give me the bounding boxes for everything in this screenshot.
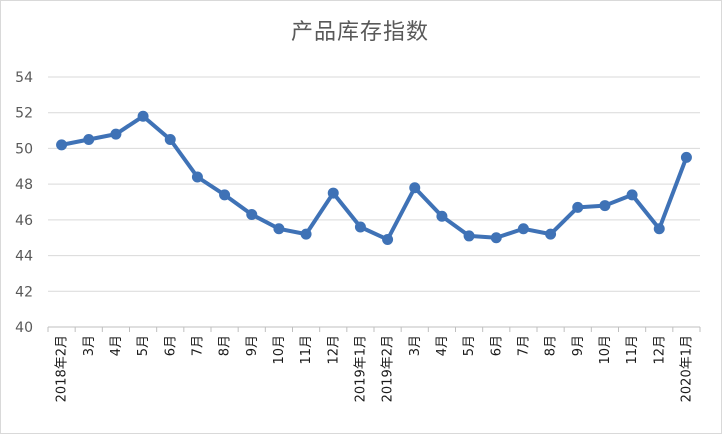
x-tick-label: 8月 bbox=[544, 335, 559, 356]
x-tick-label: 9月 bbox=[571, 335, 586, 356]
x-tick-label: 2019年1月 bbox=[353, 335, 368, 402]
data-point bbox=[653, 223, 665, 235]
data-point bbox=[409, 182, 421, 194]
data-point bbox=[300, 228, 312, 240]
x-tick-label: 2018年2月 bbox=[55, 335, 70, 402]
series-line-group bbox=[59, 114, 689, 242]
data-point bbox=[191, 171, 203, 183]
y-tick-label: 42 bbox=[15, 284, 33, 300]
x-tick-label: 4月 bbox=[435, 335, 450, 356]
x-tick-label: 7月 bbox=[190, 335, 205, 356]
x-tick-label: 3月 bbox=[408, 335, 423, 356]
chart-title: 产品库存指数 bbox=[290, 20, 429, 45]
data-point bbox=[273, 223, 285, 235]
series-points bbox=[56, 110, 692, 245]
data-point bbox=[56, 139, 68, 151]
data-point bbox=[137, 110, 149, 122]
data-point bbox=[599, 200, 611, 212]
data-point bbox=[219, 189, 231, 201]
x-tick-label: 5月 bbox=[136, 335, 151, 356]
data-point bbox=[463, 230, 475, 242]
y-tick-label: 50 bbox=[15, 141, 33, 157]
data-point bbox=[83, 134, 95, 145]
x-axis bbox=[47, 326, 701, 332]
data-point bbox=[164, 134, 176, 145]
x-tick-label: 10月 bbox=[272, 335, 287, 365]
data-point bbox=[545, 228, 557, 240]
y-tick-label: 46 bbox=[15, 213, 33, 229]
data-point bbox=[626, 189, 638, 201]
data-point bbox=[110, 128, 122, 140]
x-tick-label: 11月 bbox=[625, 335, 640, 365]
x-tick-label: 12月 bbox=[326, 335, 341, 365]
x-tick-label: 2020年1月 bbox=[679, 335, 694, 402]
data-point bbox=[436, 210, 448, 222]
x-tick-label: 6月 bbox=[163, 335, 178, 356]
x-tick-label: 11月 bbox=[299, 335, 314, 365]
x-tick-label: 6月 bbox=[489, 335, 504, 356]
x-tick-label: 4月 bbox=[109, 335, 124, 356]
y-tick-label: 52 bbox=[15, 106, 33, 122]
series-line bbox=[59, 114, 689, 242]
data-point bbox=[517, 223, 529, 235]
x-tick-label: 5月 bbox=[462, 335, 477, 356]
x-axis-ticks: 2018年2月 3月 4月 5月 6月 7月 8月 9月 10月 11月 12月 2019年1月 201… bbox=[55, 335, 695, 402]
x-tick-label: 2019年2月 bbox=[381, 335, 396, 402]
x-tick-label: 12月 bbox=[652, 335, 667, 365]
data-point bbox=[490, 232, 502, 244]
data-point bbox=[246, 209, 258, 220]
data-point bbox=[354, 221, 366, 233]
x-tick-label: 3月 bbox=[82, 335, 97, 356]
data-point bbox=[572, 201, 584, 213]
x-tick-label: 9月 bbox=[245, 335, 260, 356]
y-tick-label: 44 bbox=[15, 249, 33, 265]
x-tick-label: 10月 bbox=[598, 335, 613, 365]
y-tick-label: 54 bbox=[15, 70, 33, 86]
grid-lines bbox=[48, 76, 700, 292]
data-point bbox=[680, 151, 692, 163]
data-point bbox=[327, 187, 339, 199]
data-point bbox=[382, 234, 394, 245]
x-tick-label: 7月 bbox=[516, 335, 531, 356]
y-axis-ticks: 40 42 44 46 48 50 52 54 bbox=[15, 70, 33, 336]
y-tick-label: 48 bbox=[15, 177, 33, 193]
y-tick-label: 40 bbox=[15, 320, 33, 336]
x-tick-label: 8月 bbox=[218, 335, 233, 356]
